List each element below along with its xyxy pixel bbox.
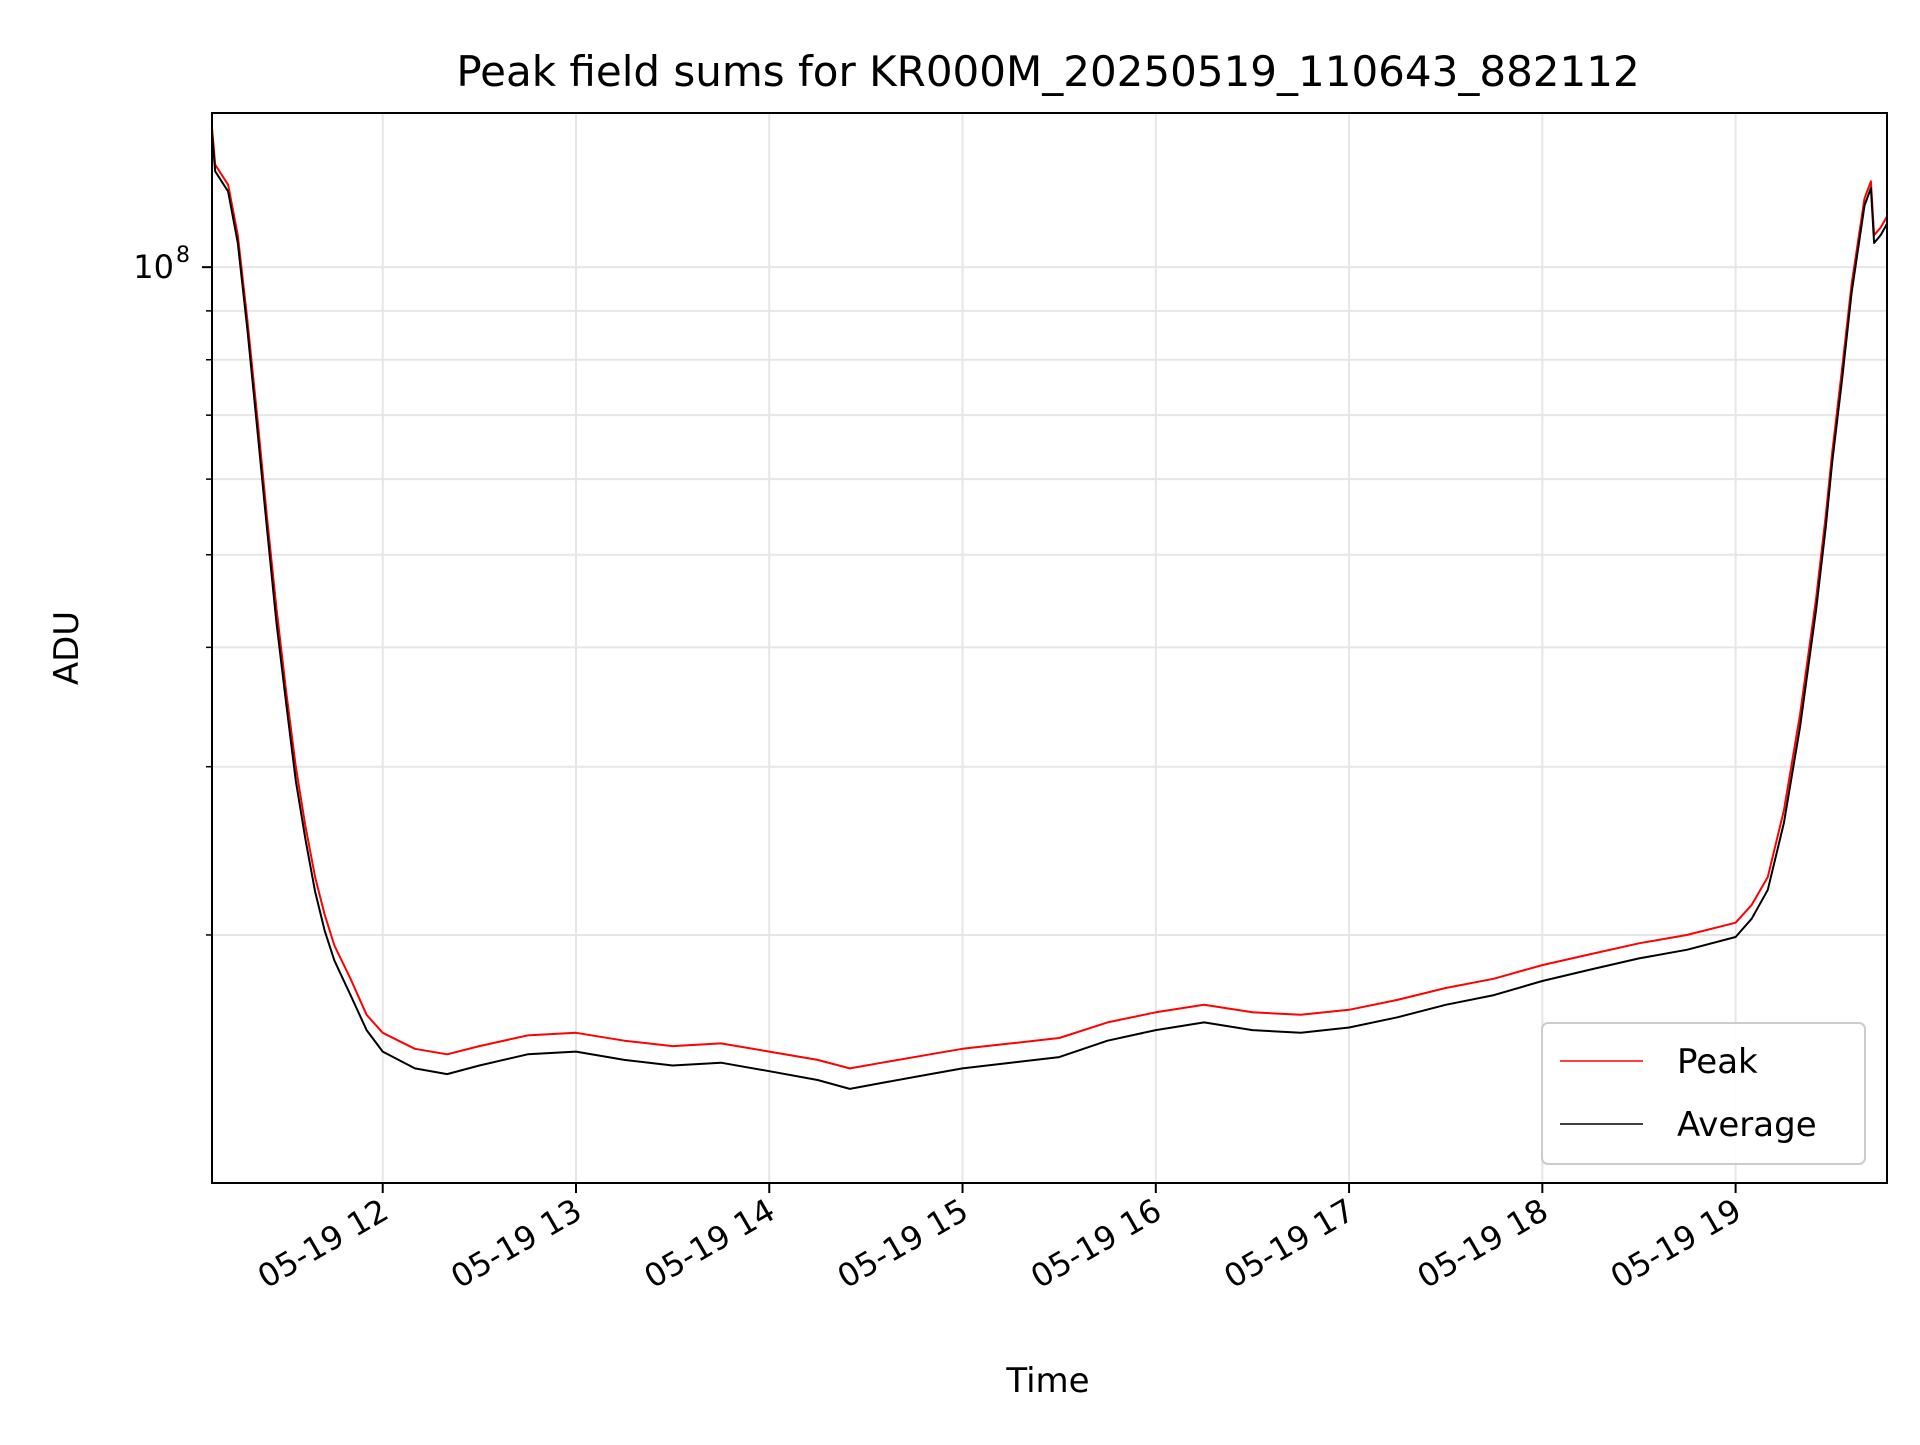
y-axis-label: ADU <box>47 611 87 685</box>
legend-label-average: Average <box>1677 1105 1817 1145</box>
y-axis-ticks: 10 8 <box>133 243 212 936</box>
y-tick-label-exponent: 8 <box>176 243 190 268</box>
legend: Peak Average <box>1541 1022 1866 1165</box>
legend-box <box>1541 1022 1866 1165</box>
series-line-average <box>212 133 1887 1090</box>
chart-title: Peak field sums for KR000M_20250519_1106… <box>456 47 1639 96</box>
series-layer <box>212 127 1887 1090</box>
series-line-peak <box>212 127 1887 1070</box>
y-tick-label: 10 <box>133 248 174 286</box>
grid <box>212 113 1887 1183</box>
x-axis-label: Time <box>1005 1361 1089 1401</box>
legend-label-peak: Peak <box>1677 1042 1758 1082</box>
plot-series-area <box>212 127 1887 1090</box>
